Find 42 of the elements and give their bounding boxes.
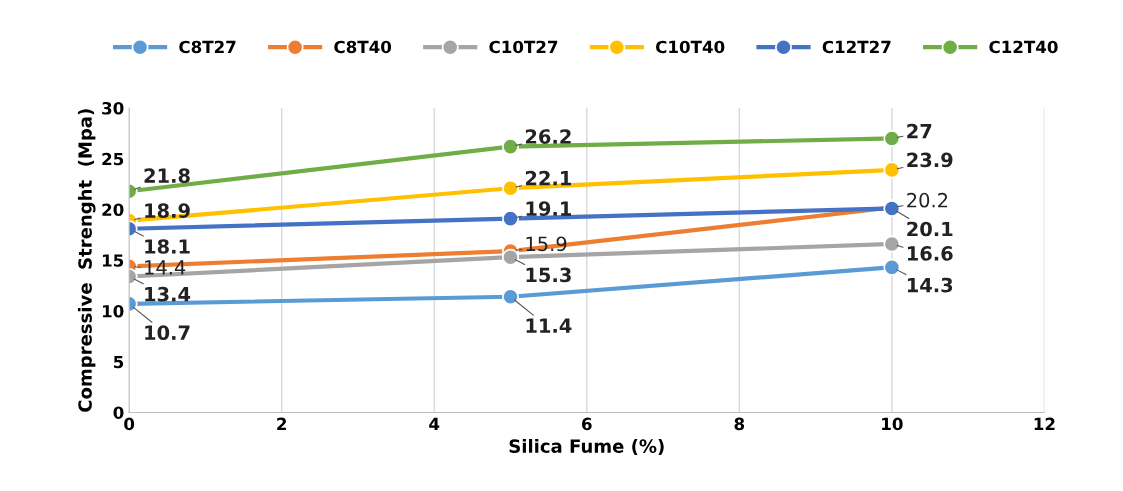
y-tick-label: 5: [113, 355, 124, 369]
data-label: 21.8: [144, 168, 190, 183]
data-label: 13.4: [145, 286, 191, 302]
y-tick-label: 0: [113, 406, 124, 420]
data-label: 20.1: [907, 221, 953, 237]
x-tick-label: 10: [882, 417, 903, 431]
legend-label: C8T40: [334, 40, 392, 54]
data-label: 10.7: [145, 325, 190, 341]
legend-label: C10T27: [489, 40, 558, 54]
y-tick-label: 25: [102, 152, 124, 166]
data-label: 14.3: [907, 277, 953, 293]
x-tick-label: 2: [277, 417, 287, 430]
legend-label: C8T27: [179, 40, 236, 54]
y-tick-label: 15: [102, 254, 124, 267]
point: [883, 161, 901, 179]
data-label: 22.1: [525, 170, 572, 186]
legend-label: C12T27: [822, 40, 891, 54]
data-label: 18.1: [145, 239, 190, 254]
data-label: 27: [907, 123, 932, 139]
x-tick-label: 0: [124, 417, 135, 431]
point: [883, 129, 901, 147]
data-label: 19.1: [526, 201, 572, 216]
x-axis-title: Silica Fume (%): [509, 438, 664, 456]
point: [883, 235, 901, 253]
y-tick-label: 20: [102, 203, 124, 217]
legend-label: C10T40: [656, 40, 725, 54]
data-label: 15.3: [526, 267, 571, 283]
y-tick-label: 10: [102, 304, 124, 318]
data-label: 23.9: [907, 152, 953, 168]
x-tick-label: 12: [1034, 417, 1055, 430]
data-label: 18.9: [145, 203, 190, 218]
x-tick-label: 6: [582, 417, 592, 431]
x-tick-label: 4: [429, 417, 440, 430]
data-label: 26.2: [525, 129, 571, 144]
data-label: 11.4: [526, 318, 572, 333]
point: [883, 258, 901, 276]
y-axis-title: Compressive Strenght (Mpa): [77, 109, 96, 412]
legend-label: C12T40: [989, 40, 1058, 54]
data-label: 20.2: [907, 192, 948, 208]
data-label: 16.6: [907, 246, 953, 261]
x-tick-label: 8: [734, 417, 745, 431]
y-tick-label: 30: [102, 101, 124, 115]
